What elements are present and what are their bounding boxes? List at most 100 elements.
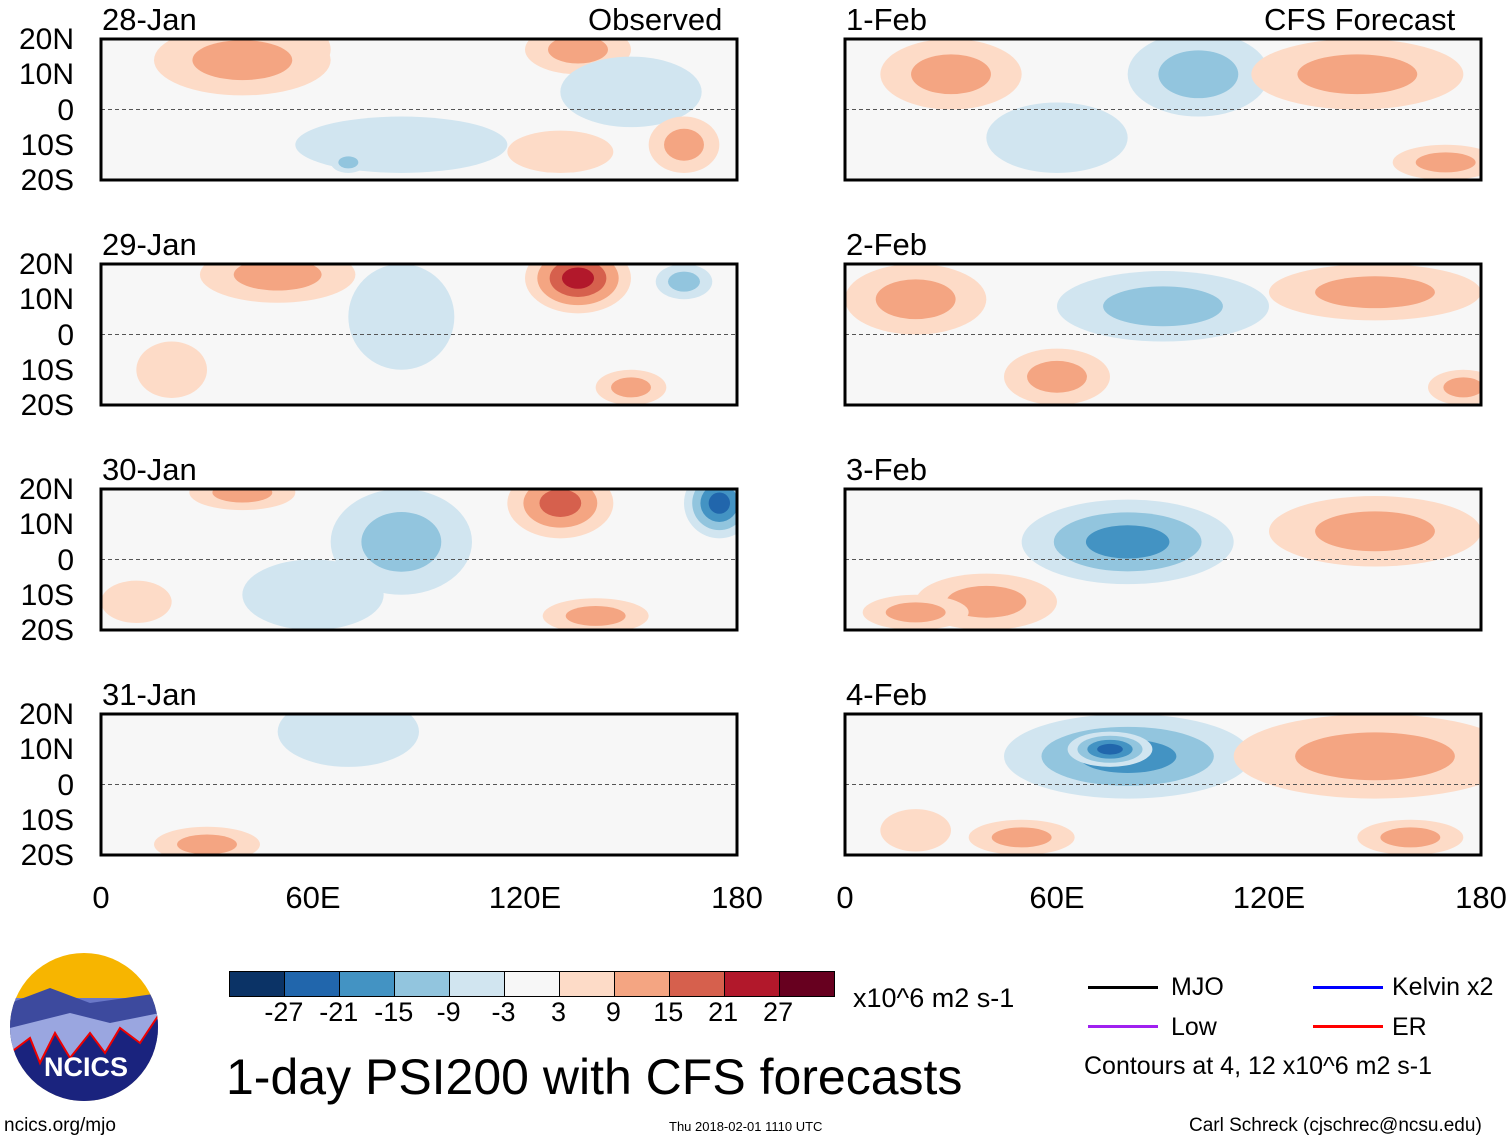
colorbar-label: -9 [436, 997, 461, 1027]
colorbar-label: 27 [763, 997, 794, 1027]
panel-date: 28-Jan [102, 2, 197, 37]
anomaly-shading [348, 264, 455, 370]
anomaly-shading [548, 39, 608, 64]
anomaly-shading [242, 559, 384, 630]
colorbar-swatch [779, 972, 834, 996]
panel-date: 4-Feb [846, 677, 927, 712]
colorbar [229, 971, 835, 997]
panel-date: 29-Jan [102, 227, 197, 262]
colorbar-label: -15 [374, 997, 414, 1027]
lat-tick-label: 10S [20, 353, 74, 387]
anomaly-shading [295, 116, 508, 173]
lon-tick-label: 60E [1029, 880, 1085, 915]
panel-frame [99, 712, 739, 857]
anomaly-shading [1027, 360, 1087, 393]
anomaly-shading [611, 377, 651, 398]
lat-tick-label: 20N [18, 248, 74, 281]
colorbar-swatch [559, 972, 614, 996]
anomaly-shading [561, 267, 595, 289]
anomaly-shading [664, 128, 704, 161]
anomaly-shading [338, 156, 359, 169]
anomaly-shading [212, 489, 273, 503]
anomaly-shading [1443, 377, 1481, 398]
anomaly-shading [1085, 525, 1170, 559]
forecast-header: CFS Forecast [1264, 2, 1456, 37]
lat-tick-label: 10S [20, 128, 74, 162]
anomaly-shading [507, 130, 614, 173]
anomaly-shading [875, 279, 956, 320]
panel-date: 2-Feb [846, 227, 927, 262]
colorbar-swatch [724, 972, 779, 996]
legend-low-line [1088, 1025, 1158, 1028]
footer-timestamp: Thu 2018-02-01 1110 UTC [669, 1119, 823, 1134]
anomaly-shading [1315, 511, 1435, 552]
lat-tick-label: 10N [18, 733, 74, 767]
anomaly-shading [192, 40, 293, 81]
lon-tick-label: 180 [1455, 880, 1507, 915]
map-panel-4-Feb [843, 712, 1483, 857]
panel-frame [99, 487, 739, 632]
lat-tick-label: 20N [18, 698, 74, 731]
lon-tick-label: 60E [285, 880, 341, 915]
colorbar-label: 15 [653, 997, 684, 1027]
anomaly-shading [565, 605, 626, 626]
anomaly-shading [177, 834, 237, 855]
anomaly-shading [880, 809, 951, 852]
colorbar-swatch [449, 972, 504, 996]
anomaly-shading [361, 511, 442, 572]
map-panel-31-Jan [99, 712, 739, 857]
lat-tick-label: 0 [57, 318, 74, 352]
lat-tick-label: 10N [18, 508, 74, 542]
lat-tick-label: 10N [18, 58, 74, 92]
anomaly-shading [1103, 286, 1223, 327]
anomaly-shading [986, 102, 1128, 173]
anomaly-shading [708, 492, 731, 514]
colorbar-label: 3 [550, 997, 566, 1027]
anomaly-shading [911, 54, 991, 95]
colorbar-swatch [614, 972, 669, 996]
map-panel-1-Feb [843, 37, 1483, 182]
colorbar-swatch [339, 972, 394, 996]
observed-header: Observed [588, 2, 723, 37]
panel-date: 31-Jan [102, 677, 197, 712]
colorbar-swatch [284, 972, 339, 996]
colorbar-label: 9 [605, 997, 621, 1027]
map-panel-3-Feb [843, 487, 1483, 632]
lat-tick-label: 20N [18, 473, 74, 506]
panel-date: 3-Feb [846, 452, 927, 487]
lon-tick-label: 120E [1232, 880, 1306, 915]
map-panel-30-Jan [99, 487, 739, 632]
lat-tick-label: 20N [18, 23, 74, 56]
legend-er-line [1313, 1025, 1383, 1028]
lat-tick-label: 0 [57, 93, 74, 127]
anomaly-shading [277, 714, 419, 767]
anomaly-shading [101, 580, 172, 623]
lat-tick-label: 20S [20, 389, 74, 422]
lat-tick-label: 20S [20, 839, 74, 872]
legend-kelvin-line [1313, 986, 1383, 989]
panel-frame [843, 262, 1483, 407]
lon-tick-label: 180 [711, 880, 763, 915]
panel-frame [99, 262, 739, 407]
lat-tick-label: 10S [20, 578, 74, 612]
lat-tick-label: 20S [20, 614, 74, 647]
footer-url[interactable]: ncics.org/mjo [4, 1115, 116, 1136]
colorbar-swatch [504, 972, 559, 996]
map-panel-2-Feb [843, 262, 1483, 407]
panel-frame [843, 712, 1483, 857]
ncics-logo: NCICS [10, 953, 158, 1101]
colorbar-label: -27 [264, 997, 304, 1027]
anomaly-shading [991, 827, 1052, 848]
legend-mjo-line [1088, 986, 1158, 989]
anomaly-shading [539, 489, 582, 517]
figure-title: 1-day PSI200 with CFS forecasts [226, 1049, 963, 1105]
lat-tick-label: 0 [57, 543, 74, 577]
legend-er-label: ER [1392, 1013, 1427, 1041]
panel-frame [843, 487, 1483, 632]
lat-tick-label: 10N [18, 283, 74, 317]
anomaly-shading [1097, 743, 1123, 755]
lon-tick-label: 0 [836, 880, 854, 915]
lon-tick-label: 0 [92, 880, 110, 915]
anomaly-shading [1415, 152, 1476, 173]
